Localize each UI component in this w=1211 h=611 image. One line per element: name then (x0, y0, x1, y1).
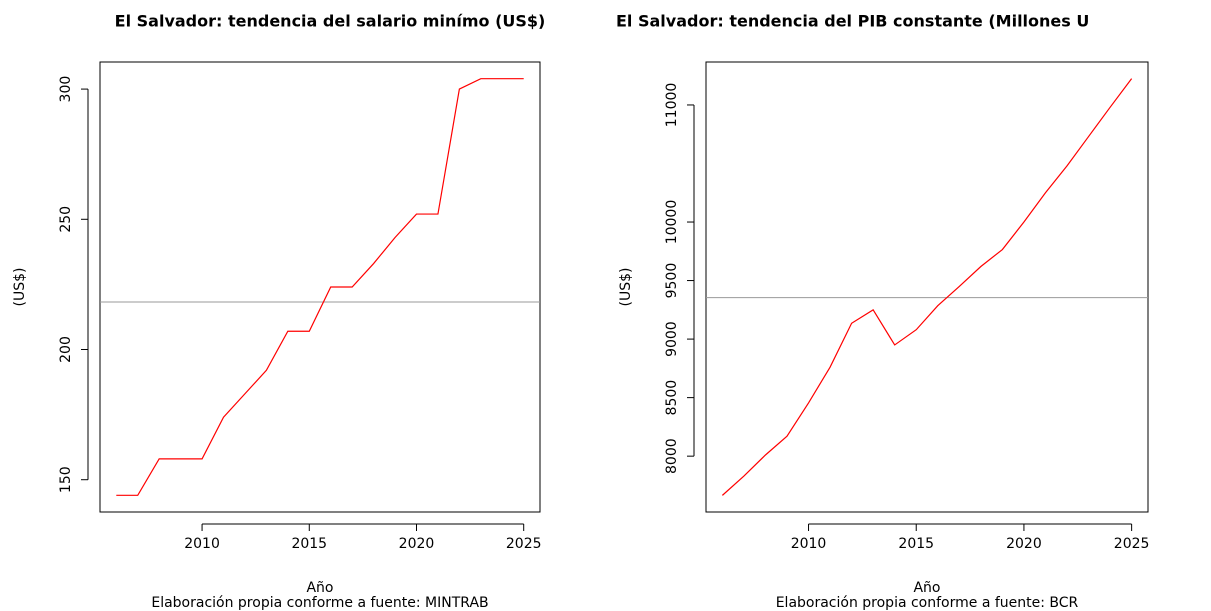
x-tick-label: 2010 (184, 536, 220, 552)
y-tick-label: 9500 (664, 263, 680, 299)
y-tick-label: 8500 (664, 380, 680, 416)
y-tick-label: 150 (58, 466, 74, 493)
y-tick-label: 9000 (664, 321, 680, 357)
y-tick-label: 250 (58, 206, 74, 233)
y-tick-label: 11000 (664, 83, 680, 128)
y-tick-label: 8000 (664, 438, 680, 474)
caption: Elaboración propia conforme a fuente: MI… (151, 595, 488, 611)
y-axis-label: (US$) (618, 268, 634, 307)
x-tick-label: 2010 (791, 536, 827, 552)
x-axis-label: Año (913, 580, 940, 596)
y-tick-label: 200 (58, 336, 74, 363)
plot-box (99, 61, 541, 513)
x-tick-label: 2025 (1114, 536, 1150, 552)
x-tick-label: 2015 (898, 536, 934, 552)
y-axis-label: (US$) (12, 268, 28, 307)
caption: Elaboración propia conforme a fuente: BC… (776, 595, 1079, 611)
x-tick-label: 2020 (399, 536, 435, 552)
data-line (116, 78, 524, 496)
chart-title: El Salvador: tendencia del PIB constante… (616, 12, 1089, 31)
plot-box (705, 61, 1149, 513)
x-tick-label: 2015 (291, 536, 327, 552)
y-tick-label: 300 (58, 76, 74, 103)
data-line (721, 78, 1133, 496)
x-tick-label: 2020 (1006, 536, 1042, 552)
x-tick-label: 2025 (506, 536, 542, 552)
chart-title: El Salvador: tendencia del salario miním… (115, 12, 546, 31)
x-axis-label: Año (306, 580, 333, 596)
y-tick-label: 10000 (664, 200, 680, 245)
